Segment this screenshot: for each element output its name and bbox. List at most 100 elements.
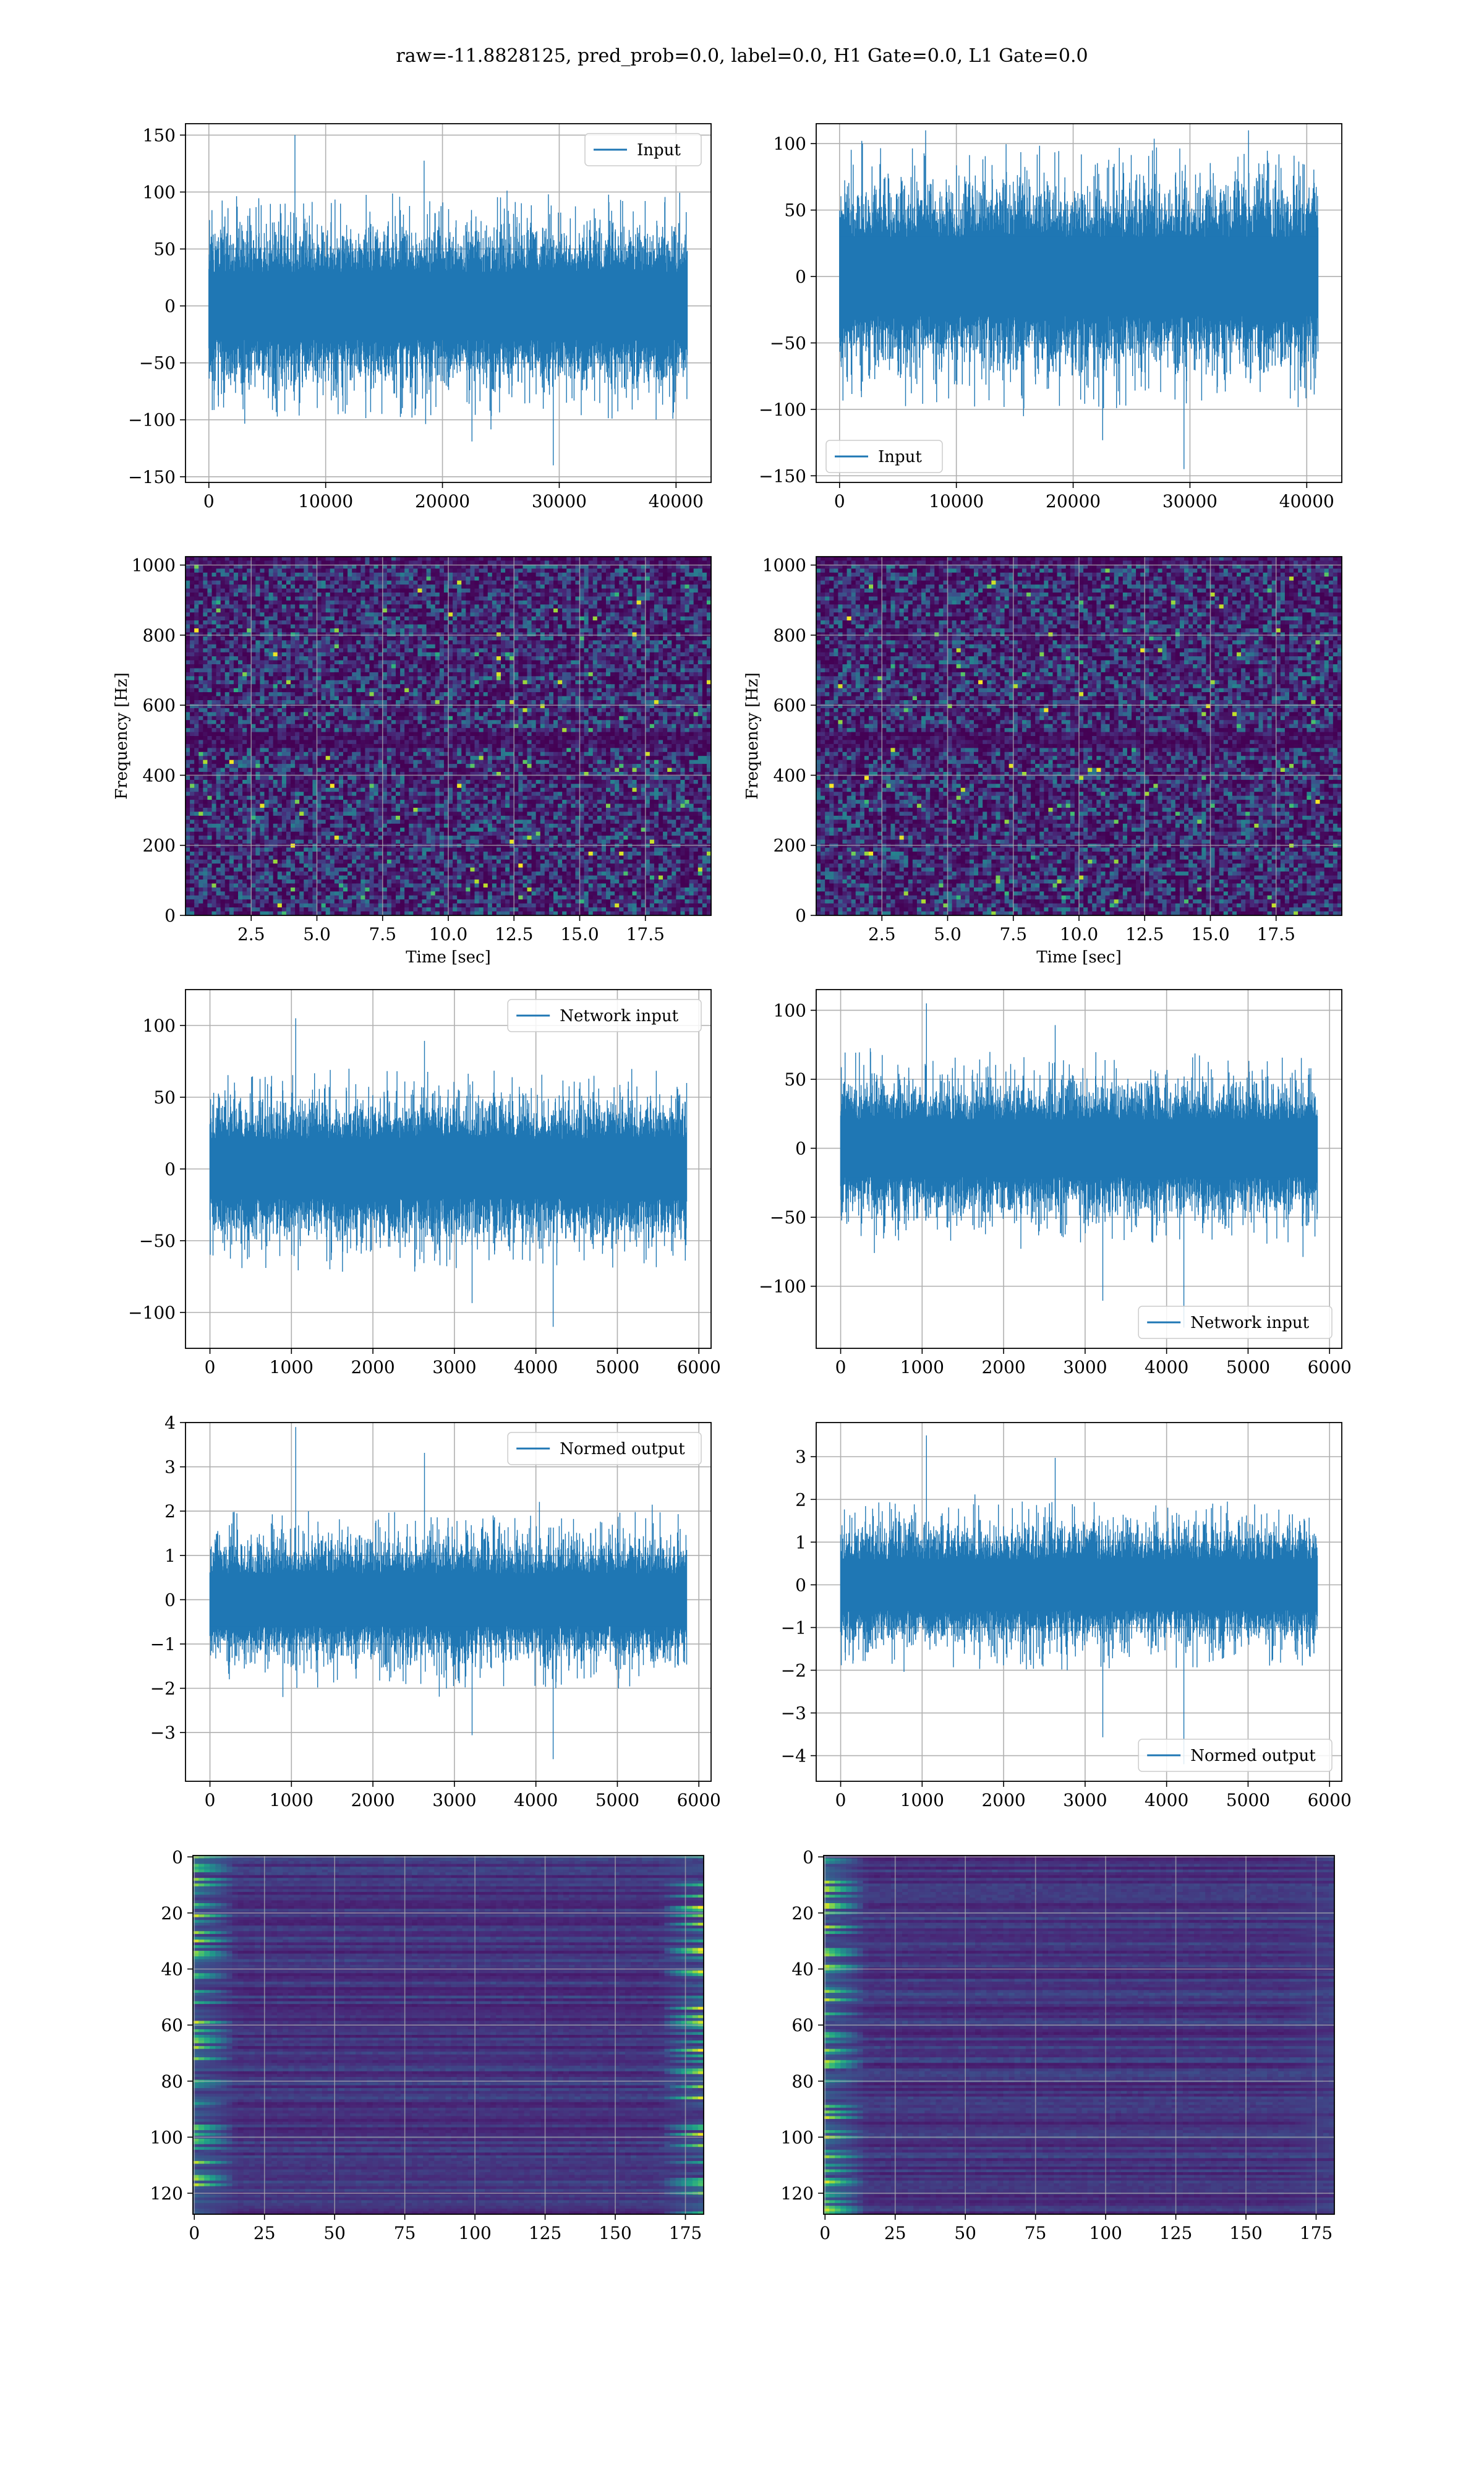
heat-cell <box>374 648 379 653</box>
heat-cell <box>694 568 699 573</box>
heat-cell <box>335 640 339 644</box>
heat-cell <box>698 589 703 593</box>
heat-cell <box>400 648 405 653</box>
heat-cell <box>431 656 436 661</box>
heat-cell <box>501 644 506 649</box>
heat-cell <box>672 640 676 644</box>
heat-cell <box>383 609 388 613</box>
heat-cell <box>190 589 195 593</box>
heat-cell <box>558 557 563 561</box>
heat-cell <box>448 609 453 613</box>
heat-cell <box>225 636 230 641</box>
heat-cell <box>326 604 331 609</box>
heat-cell <box>558 644 563 649</box>
heat-cell <box>562 601 567 605</box>
heat-cell <box>317 640 322 644</box>
heat-cell <box>646 636 650 641</box>
heat-cell <box>322 576 326 581</box>
heat-cell <box>479 576 484 581</box>
heat-cell <box>672 601 676 605</box>
heat-cell <box>514 636 519 641</box>
heat-cell <box>497 632 501 636</box>
heat-cell <box>225 668 230 672</box>
heat-cell <box>532 568 537 573</box>
heat-cell <box>391 557 396 561</box>
heat-cell <box>304 668 309 672</box>
heat-cell <box>628 584 633 589</box>
heat-cell <box>360 573 365 577</box>
heat-cell <box>522 617 527 621</box>
heat-cell <box>558 648 563 653</box>
heat-cell <box>413 628 418 633</box>
heat-cell <box>689 668 694 672</box>
heat-cell <box>484 584 488 589</box>
heat-cell <box>680 620 685 625</box>
heat-cell <box>593 664 598 669</box>
heat-cell <box>488 648 493 653</box>
heat-cell <box>291 596 296 601</box>
heat-cell <box>317 581 322 585</box>
heat-cell <box>637 604 642 609</box>
heat-cell <box>330 640 335 644</box>
heat-cell <box>255 668 260 672</box>
heat-cell <box>479 664 484 669</box>
heat-cell <box>448 664 453 669</box>
heat-cell <box>646 632 650 636</box>
heat-cell <box>221 672 226 677</box>
heat-cell <box>492 620 497 625</box>
heat-cell <box>404 576 409 581</box>
heat-cell <box>348 589 352 593</box>
heat-cell <box>580 589 585 593</box>
heat-cell <box>492 672 497 677</box>
heat-cell <box>610 568 615 573</box>
heat-cell <box>265 661 270 665</box>
heat-cell <box>628 601 633 605</box>
heat-cell <box>453 661 458 665</box>
heat-cell <box>317 589 322 593</box>
heat-cell <box>676 576 681 581</box>
heat-cell <box>694 636 699 641</box>
heat-cell <box>597 560 602 565</box>
heat-cell <box>562 620 567 625</box>
heat-cell <box>427 656 432 661</box>
heat-cell <box>689 573 694 577</box>
heat-cell <box>615 609 620 613</box>
heat-cell <box>409 557 414 561</box>
heat-cell <box>606 596 611 601</box>
heat-cell <box>326 653 331 657</box>
heat-cell <box>435 656 440 661</box>
heat-cell <box>383 604 388 609</box>
heat-cell <box>492 601 497 605</box>
heat-cell <box>431 628 436 633</box>
heat-cell <box>453 581 458 585</box>
heat-cell <box>282 568 287 573</box>
heat-cell <box>680 617 685 621</box>
heat-cell <box>255 636 260 641</box>
heat-cell <box>488 625 493 629</box>
heat-cell <box>593 604 598 609</box>
heat-cell <box>203 648 208 653</box>
heat-cell <box>685 632 690 636</box>
heat-cell <box>404 581 409 585</box>
heat-cell <box>400 653 405 657</box>
heat-cell <box>453 640 458 644</box>
heat-cell <box>672 648 676 653</box>
heat-cell <box>536 676 541 680</box>
heat-cell <box>417 620 422 625</box>
heat-cell <box>242 620 247 625</box>
heat-cell <box>606 664 611 669</box>
heat-cell <box>589 620 594 625</box>
heat-cell <box>694 640 699 644</box>
heat-cell <box>203 560 208 565</box>
heat-cell <box>646 653 650 657</box>
heat-cell <box>203 640 208 644</box>
heat-cell <box>216 656 221 661</box>
heat-cell <box>654 576 659 581</box>
heat-cell <box>475 576 480 581</box>
heat-cell <box>680 612 685 617</box>
heat-cell <box>466 628 471 633</box>
heat-cell <box>659 589 663 593</box>
heat-cell <box>698 584 703 589</box>
heat-cell <box>558 640 563 644</box>
